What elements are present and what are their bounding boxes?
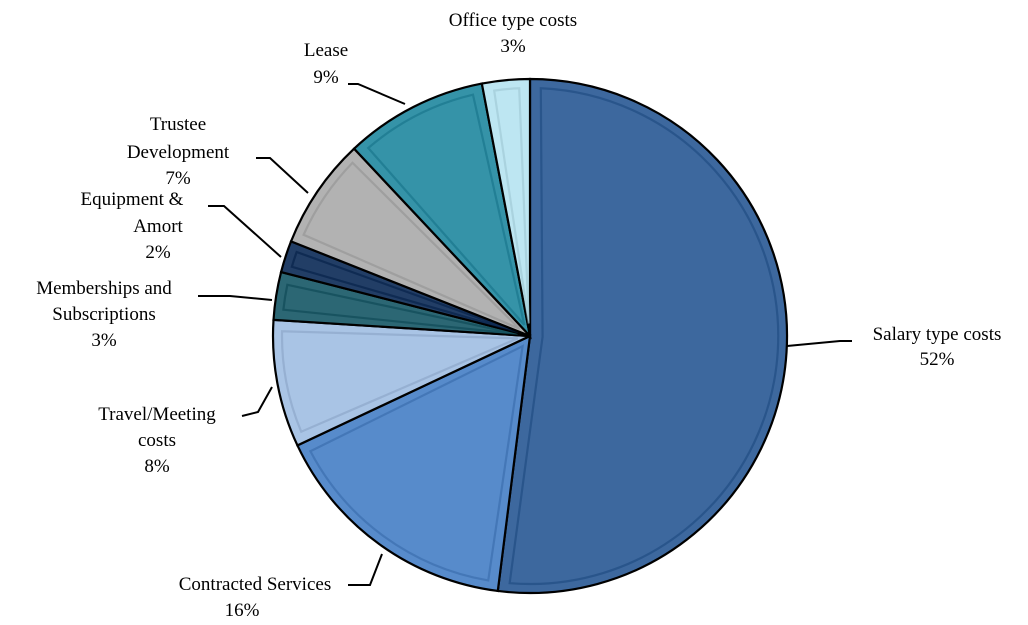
pie-slice-office-type-costs [480, 77, 532, 337]
slices-layer [271, 77, 789, 595]
pie-slice-bevel-office-type-costs [492, 87, 530, 324]
pie-slice-trustee-development [289, 147, 531, 338]
leader-line-lease [348, 83, 406, 105]
data-label-salary-type-costs: Salary type costs 52% [873, 324, 1002, 370]
data-label-lease: Lease 9% [304, 40, 348, 88]
pie-slice-salary-type-costs [496, 77, 789, 595]
pie-slice-lease [352, 82, 532, 340]
data-label-trustee-development: Trustee Development 7% [127, 114, 230, 189]
leader-line-trustee-development [256, 157, 309, 194]
leader-line-memberships-and-subscriptions [198, 295, 273, 301]
data-labels-layer: Salary type costs 52% Contracted Services 1… [36, 10, 1001, 621]
pie-slice-bevel-salary-type-costs [508, 87, 780, 586]
data-label-travel-meeting-costs: Travel/Meeting costs 8% [98, 404, 216, 477]
leader-line-travel-meeting-costs [241, 386, 273, 417]
leader-line-salary-type-costs [786, 340, 852, 347]
leader-line-contracted-services [348, 553, 383, 586]
leader-line-equipment-and-amort [208, 205, 282, 258]
pie-slice-contracted-services [295, 334, 532, 593]
pie-slice-bevel-equipment-and-amort [290, 250, 519, 334]
pie-slice-bevel-contracted-services [308, 344, 524, 582]
data-label-memberships-and-subscriptions: Memberships and Subscriptions 3% [36, 278, 172, 351]
pie-slice-bevel-lease [366, 93, 526, 326]
pie-slice-bevel-travel-meeting-costs [280, 330, 519, 434]
data-label-equipment-and-amort: Equipment & Amort 2% [81, 189, 184, 263]
pie-slice-travel-meeting-costs [271, 318, 531, 447]
data-label-office-type-costs: Office type costs 3% [449, 10, 577, 57]
pie-slice-bevel-trustee-development [302, 161, 521, 330]
pie-slice-bevel-memberships-and-subscriptions [282, 283, 518, 336]
leader-lines-layer [198, 83, 852, 586]
data-label-contracted-services: Contracted Services 16% [179, 574, 331, 621]
